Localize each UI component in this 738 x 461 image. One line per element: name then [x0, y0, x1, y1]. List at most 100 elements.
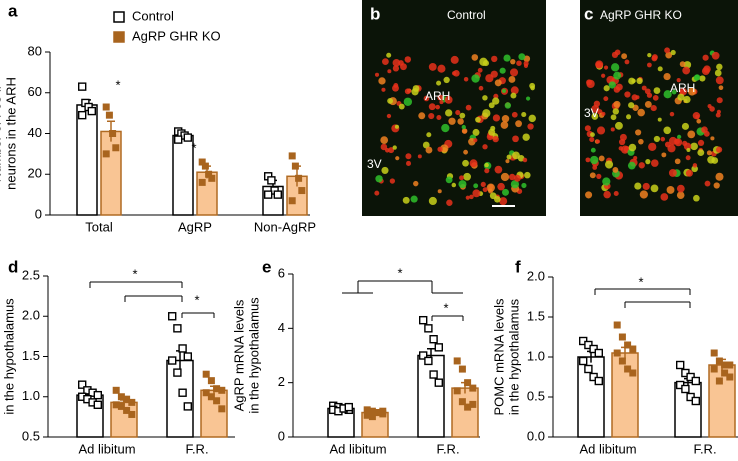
cell [613, 86, 621, 93]
x-tick-label: F.R. [693, 441, 716, 456]
data-point [618, 333, 626, 341]
cell [590, 147, 596, 153]
data-point [691, 376, 700, 386]
x-tick-label: F.R. [436, 441, 459, 456]
data-point [93, 400, 103, 409]
y-tick-label: 1.5 [527, 308, 545, 323]
cell [398, 60, 404, 66]
data-point [128, 410, 136, 418]
cell [444, 95, 453, 104]
data-point [681, 384, 690, 394]
cell [693, 74, 700, 81]
cell [624, 59, 630, 65]
data-point [624, 341, 632, 349]
cell [601, 111, 606, 116]
data-point [721, 369, 729, 377]
cell [628, 102, 635, 109]
cell [509, 68, 519, 77]
cell [608, 81, 616, 89]
cell [512, 135, 519, 143]
cell [521, 111, 527, 118]
cell [687, 87, 697, 96]
cell [382, 58, 389, 66]
cell [596, 126, 606, 135]
cell [650, 184, 659, 193]
cell [458, 180, 467, 189]
cell [488, 188, 493, 194]
region-label: 3V [367, 157, 382, 171]
cell [417, 154, 422, 159]
cell [428, 62, 437, 71]
cell [503, 54, 511, 62]
cell [418, 112, 426, 120]
x-tick-label: Ad libitum [78, 441, 135, 456]
cell [697, 149, 705, 157]
data-point [173, 368, 182, 377]
cell [638, 162, 645, 169]
data-point [710, 349, 718, 357]
cell [500, 121, 509, 129]
cell [586, 79, 595, 89]
cell [681, 122, 689, 130]
panel-label: f [515, 257, 521, 276]
data-point [458, 398, 466, 406]
data-point [469, 384, 477, 392]
panel-label: b [370, 4, 380, 23]
cell [500, 172, 510, 182]
bar [172, 134, 194, 216]
cell [652, 94, 659, 101]
cell [668, 168, 677, 177]
cell [436, 114, 442, 120]
cell [494, 79, 502, 87]
region-label: ARH [425, 89, 450, 103]
cell [603, 190, 611, 199]
cell [488, 102, 495, 109]
cell [610, 127, 615, 132]
cell [413, 180, 419, 187]
cell [472, 128, 480, 136]
data-point [112, 401, 120, 409]
data-point [213, 397, 221, 405]
panel-label: d [8, 257, 18, 276]
data-point [368, 413, 376, 421]
region-label: 3V [584, 106, 599, 120]
cell [426, 132, 432, 138]
cell [679, 61, 686, 68]
y-tick-label: 20 [28, 166, 42, 181]
cell [374, 72, 380, 77]
cell [375, 175, 383, 183]
cell [601, 73, 606, 78]
data-point [167, 312, 177, 321]
cell [380, 143, 388, 151]
y-tick-label: 0.5 [527, 388, 545, 403]
cell [670, 49, 676, 56]
cell [663, 90, 672, 99]
cell [664, 141, 671, 148]
cell [459, 112, 466, 119]
cell [676, 191, 685, 199]
cell [472, 189, 481, 198]
cell [626, 114, 632, 120]
cell [392, 145, 397, 150]
y-tick-label: 4 [278, 320, 285, 335]
cell [666, 186, 675, 194]
y-tick-label: 80 [28, 43, 42, 58]
cell [428, 196, 437, 206]
significance: * [115, 77, 120, 92]
cell [522, 133, 530, 141]
y-tick-label: 1.0 [527, 348, 545, 363]
significance: * [132, 266, 137, 281]
cell [525, 96, 531, 101]
data-point [207, 393, 215, 401]
cell [492, 114, 501, 122]
cell [501, 188, 509, 196]
cell [488, 128, 496, 136]
cell [445, 176, 453, 184]
cell [679, 87, 688, 96]
data-point [173, 135, 183, 144]
cell [605, 160, 614, 169]
cell [392, 58, 401, 67]
cell [484, 168, 490, 174]
cell [482, 95, 488, 101]
data-point [117, 402, 125, 410]
